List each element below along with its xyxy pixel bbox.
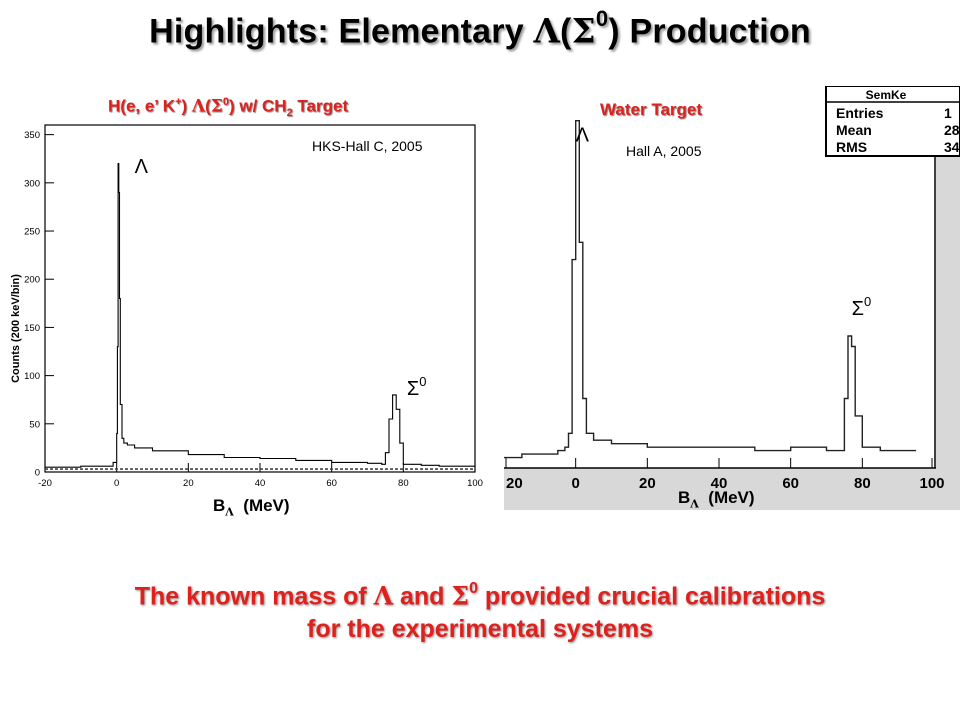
right-peak-symbol-0: Λ <box>576 125 590 147</box>
right-x-tick-label-5: 80 <box>854 475 871 492</box>
bottom-line1-b: and <box>393 582 452 611</box>
stats-row-label-0: Entries <box>836 105 884 121</box>
stats-row-value-1: 28 <box>944 122 960 138</box>
right-x-tick-label-0: 20 <box>506 475 523 492</box>
slide-title: Highlights: Elementary Λ(Σ0) Production <box>0 6 960 52</box>
bottom-line1-lambda: Λ <box>373 581 394 611</box>
left-x-tick-label-2: 20 <box>183 478 194 489</box>
right-x-tick-label-1: 0 <box>571 475 579 492</box>
right-x-tick-label-2: 20 <box>639 475 656 492</box>
left-peak-sup-1: 0 <box>419 374 426 389</box>
left-chart-title: H(e, e’ K+) Λ(Σ0) w/ CH2 Target <box>108 96 348 119</box>
right-peak-sup-1: 0 <box>864 294 871 309</box>
title-paren-open: ( <box>560 12 572 51</box>
left-title-sup-plus: + <box>175 96 182 108</box>
stats-row-label-1: Mean <box>836 122 872 138</box>
right-x-axis-title: BΛ (MeV) <box>678 488 755 510</box>
left-y-tick-label-0: 0 <box>35 468 40 479</box>
left-y-tick-label-6: 300 <box>24 178 40 189</box>
left-x-tick-label-3: 40 <box>255 478 266 489</box>
left-y-tick-label-4: 200 <box>24 275 40 286</box>
left-peak-label-0: Λ <box>135 156 149 178</box>
title-sup: 0 <box>595 6 609 31</box>
title-suffix: Production <box>619 12 811 51</box>
left-xlabel-sub: Λ <box>225 505 234 519</box>
bottom-line1-c: provided crucial calibrations <box>477 582 826 611</box>
right-xlabel-main: B <box>678 488 691 507</box>
left-y-axis-title: Counts (200 keV/bin) <box>10 274 22 383</box>
stats-row-value-0: 1 <box>944 105 952 121</box>
left-title-target-b: Target <box>292 96 349 116</box>
left-x-tick-label-1: 0 <box>114 478 119 489</box>
bottom-line1-a: The known mass of <box>134 582 374 611</box>
right-xlabel-sub: Λ <box>690 497 699 511</box>
title-sigma: Σ <box>571 11 596 52</box>
left-x-tick-label-5: 80 <box>398 478 409 489</box>
right-peak-symbol-1: Σ <box>852 298 864 320</box>
right-x-tick-label-4: 60 <box>782 475 799 492</box>
left-y-tick-label-3: 150 <box>24 323 40 334</box>
right-peak-label-1: Σ0 <box>852 294 872 320</box>
bottom-statement: The known mass of Λ and Σ0 provided cruc… <box>0 574 960 646</box>
left-y-tick-label-7: 350 <box>24 130 40 141</box>
stats-box-name: SemKe <box>866 88 907 102</box>
stats-row-label-2: RMS <box>836 139 867 155</box>
title-lambda: Λ <box>533 11 561 52</box>
bottom-line1-sup: 0 <box>469 580 478 597</box>
left-title-lambda: Λ <box>191 96 206 117</box>
title-prefix: Highlights: Elementary <box>149 12 534 51</box>
left-title-paren-open: ( <box>205 96 211 116</box>
left-x-axis-title: BΛ (MeV) <box>213 496 290 518</box>
left-y-tick-label-2: 100 <box>24 371 40 382</box>
left-title-target-sub: 2 <box>286 107 293 120</box>
bottom-line-1: The known mass of Λ and Σ0 provided cruc… <box>0 574 960 613</box>
right-x-tick-label-6: 100 <box>919 475 944 492</box>
right-chart-panel: 20 0 20 40 60 80 100 Hall A, 2005 Λ Σ0 SemKe Entrie… <box>504 85 960 510</box>
right-x-tick-label-3: 40 <box>711 475 728 492</box>
left-title-reaction-b: ) <box>181 96 192 116</box>
left-xlabel-unit: (MeV) <box>243 496 290 515</box>
left-source-label: HKS-Hall C, 2005 <box>312 138 423 154</box>
left-title-paren-close: ) <box>228 96 235 116</box>
left-title-target-a: w/ CH <box>234 96 287 116</box>
left-chart: -20 0 20 40 60 80 100050100150200250300350Coun… <box>10 124 483 489</box>
left-plot-frame <box>44 124 476 473</box>
left-x-tick-label-6: 100 <box>467 478 483 489</box>
right-series-0 <box>504 120 917 459</box>
left-x-tick-label-4: 60 <box>326 478 337 489</box>
left-y-tick-label-5: 250 <box>24 227 40 238</box>
right-peak-label-0: Λ <box>576 125 590 147</box>
left-chart-panel: -20 0 20 40 60 80 100 0 50 100 150 200 250 300 350 Coun… <box>0 120 490 525</box>
title-paren-close: ) <box>608 12 620 51</box>
left-peak-label-1: Σ0 <box>407 374 427 400</box>
left-title-sup-zero: 0 <box>222 96 229 108</box>
right-xlabel-unit: (MeV) <box>708 488 755 507</box>
left-peak-symbol-1: Σ <box>407 378 419 400</box>
left-series-0 <box>45 163 476 468</box>
left-peak-symbol-0: Λ <box>135 156 149 178</box>
left-xlabel-main: B <box>213 496 226 515</box>
bottom-line-2: for the experimental systems <box>307 615 653 644</box>
left-title-sigma: Σ <box>210 96 223 117</box>
left-x-tick-label-0: -20 <box>38 478 52 489</box>
bottom-line1-sigma: Σ <box>451 581 470 611</box>
left-title-reaction-a: H(e, e’ K <box>108 96 176 116</box>
right-chart-title: Water Target <box>600 100 703 119</box>
stats-box <box>825 85 960 157</box>
left-y-tick-label-1: 50 <box>29 419 40 430</box>
stats-row-value-2: 34 <box>944 139 960 155</box>
right-source-label: Hall A, 2005 <box>626 143 702 159</box>
